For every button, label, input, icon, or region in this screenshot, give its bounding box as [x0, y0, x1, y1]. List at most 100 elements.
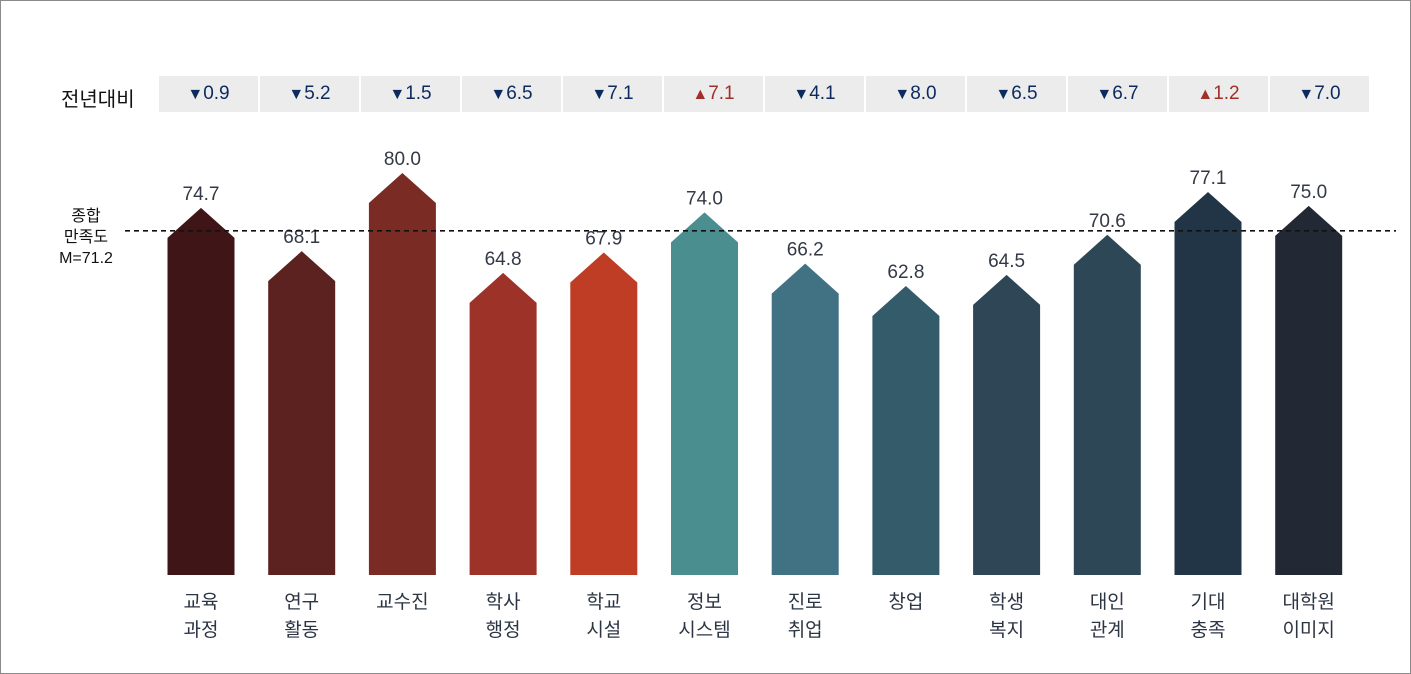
yoy-value: 4.1: [809, 83, 836, 104]
yoy-cell: ▼6.7: [1068, 76, 1167, 112]
category-label-line: 교수진: [376, 592, 429, 613]
yoy-value: 7.1: [708, 83, 735, 104]
yoy-value: 6.7: [1112, 83, 1139, 104]
down-triangle-icon: ▼: [1096, 86, 1113, 103]
yoy-cell: ▲7.1: [664, 76, 763, 112]
yoy-cell: ▲1.2: [1169, 76, 1268, 112]
yoy-cell: ▼8.0: [866, 76, 965, 112]
yoy-value: 5.2: [304, 83, 331, 104]
down-triangle-icon: ▼: [389, 86, 406, 103]
reference-line-label: 종합 만족도 M=71.2: [41, 206, 131, 269]
category-label-line: 대학원: [1282, 592, 1335, 613]
down-triangle-icon: ▼: [1298, 86, 1315, 103]
category-label-line: 기대: [1190, 592, 1226, 613]
category-label-line: 취업: [787, 620, 823, 641]
down-triangle-icon: ▼: [894, 86, 911, 103]
yoy-value: 7.0: [1314, 83, 1341, 104]
yoy-cell: ▼4.1: [765, 76, 864, 112]
category-label-line: 학교: [586, 592, 622, 613]
value-label: 67.9: [585, 228, 622, 249]
value-label: 64.8: [485, 249, 522, 270]
bar: [268, 251, 336, 576]
bar: [368, 173, 436, 575]
value-label: 70.6: [1089, 211, 1126, 232]
category-label-line: 교육: [183, 592, 219, 613]
category-label: 창업: [851, 589, 961, 617]
category-label-line: 과정: [183, 620, 219, 641]
down-triangle-icon: ▼: [793, 86, 810, 103]
category-label-line: 학사: [485, 592, 521, 613]
category-label-line: 시스템: [678, 620, 731, 641]
bar: [1174, 192, 1242, 576]
category-label-line: 복지: [989, 620, 1025, 641]
yoy-value: 1.2: [1213, 83, 1240, 104]
category-label-line: 행정: [485, 620, 521, 641]
yoy-value: 1.5: [405, 83, 432, 104]
bar: [469, 272, 537, 575]
value-label: 66.2: [787, 240, 824, 261]
yoy-cell: ▼6.5: [967, 76, 1066, 112]
yoy-cell: ▼5.2: [260, 76, 359, 112]
yoy-cell: ▼6.5: [462, 76, 561, 112]
category-label-line: 진로: [787, 592, 823, 613]
yoy-cell: ▼0.9: [159, 76, 258, 112]
category-label-line: 연구: [284, 592, 320, 613]
value-label: 74.7: [183, 184, 220, 205]
value-label: 74.0: [686, 188, 723, 209]
up-triangle-icon: ▲: [1197, 86, 1214, 103]
category-label-line: 창업: [888, 592, 924, 613]
bar: [1275, 205, 1343, 575]
category-label-line: 충족: [1190, 620, 1226, 641]
category-label-line: 관계: [1089, 620, 1125, 641]
category-label-line: 이미지: [1282, 620, 1335, 641]
down-triangle-icon: ▼: [591, 86, 608, 103]
bar: [671, 212, 738, 576]
bar: [872, 286, 940, 575]
reference-label-line-2: 만족도: [63, 229, 109, 246]
value-label: 77.1: [1190, 168, 1227, 189]
yoy-value: 7.1: [607, 83, 634, 104]
bar: [771, 263, 839, 575]
yoy-value: 8.0: [910, 83, 937, 104]
category-label-line: 대인: [1089, 592, 1125, 613]
down-triangle-icon: ▼: [490, 86, 507, 103]
value-label: 80.0: [384, 149, 421, 170]
category-label-line: 활동: [284, 620, 320, 641]
value-label: 62.8: [887, 262, 924, 283]
yoy-cell: ▼1.5: [361, 76, 460, 112]
up-triangle-icon: ▲: [692, 86, 709, 103]
category-label-line: 정보: [687, 592, 722, 613]
value-label: 75.0: [1290, 182, 1327, 203]
reference-label-line-3: M=71.2: [59, 250, 113, 267]
bar: [973, 274, 1041, 575]
down-triangle-icon: ▼: [288, 86, 305, 103]
reference-label-line-1: 종합: [71, 208, 101, 225]
bar: [167, 207, 235, 576]
value-label: 64.5: [988, 251, 1025, 272]
yoy-cell: ▼7.1: [563, 76, 662, 112]
down-triangle-icon: ▼: [995, 86, 1012, 103]
value-label: 68.1: [283, 227, 320, 248]
yoy-value: 6.5: [506, 83, 533, 104]
yoy-value: 0.9: [203, 83, 230, 104]
category-label-line: 학생: [989, 592, 1025, 613]
down-triangle-icon: ▼: [187, 86, 204, 103]
yoy-row-label: 전년대비: [61, 89, 135, 111]
yoy-cell: ▼7.0: [1270, 76, 1369, 112]
category-label-line: 시설: [586, 620, 622, 641]
bar: [570, 252, 638, 575]
bar: [1073, 234, 1141, 575]
yoy-value: 6.5: [1011, 83, 1038, 104]
